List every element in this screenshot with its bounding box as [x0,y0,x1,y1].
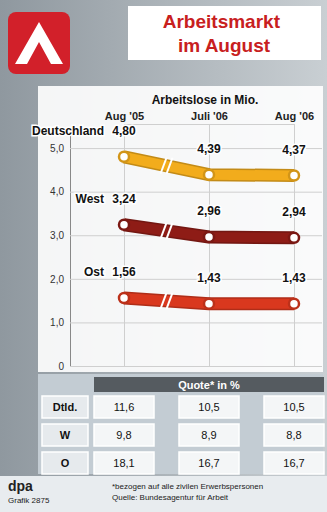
data-label: 1,56 [112,265,136,279]
grid-line [70,322,322,323]
data-label: 1,43 [197,271,221,285]
table-value: 10,5 [198,401,219,413]
x-tick: Aug '05 [105,110,144,366]
marker [204,170,214,180]
grid-line [70,192,322,193]
table-cell [94,424,154,446]
y-axis: 0 1,0 2,0 3,0 4,0 5,0 [50,136,322,372]
series-label: Ost [84,265,104,279]
series-label: Deutschland [32,124,104,138]
grid-line [294,124,295,366]
data-label: 2,96 [197,204,221,218]
table-cell [94,396,154,418]
table-row-label: Dtld. [53,401,77,413]
y-tick-label: 1,0 [50,317,64,328]
source: Quelle: Bundesagentur für Arbeit [112,493,229,502]
x-tick-label: Juli '06 [191,110,228,122]
table-cell [264,396,324,418]
credit-graphic: Grafik 2875 [8,496,50,505]
table-cell [264,424,324,446]
labels: 4,80 4,39 4,37 Deutschland 3,24 2,96 2,94 West 1… [32,124,306,285]
footnote: *bezogen auf alle zivilen Erwerbspersone… [112,482,263,491]
table-cell [179,452,239,474]
x-tick-label: Aug '05 [105,110,144,122]
table-value: 8,9 [201,429,216,441]
marker [119,152,129,162]
y-tick-label: 0 [58,361,64,372]
table-cell [42,396,88,418]
grid-line [209,124,210,366]
y-axis-line [70,136,71,367]
y-tick-label: 3,0 [50,230,64,241]
x-axis: Aug '05 Juli '06 Aug '06 [105,110,314,366]
axis-break [161,293,167,309]
grid-line [70,366,322,367]
table-value: 10,5 [283,401,304,413]
table-cell [42,452,88,474]
table-cell [94,452,154,474]
table-row-label: W [60,429,71,441]
credit-agency: dpa [8,478,33,494]
x-tick-label: Aug '06 [275,110,314,122]
table-value: 18,1 [113,457,134,469]
title-box [128,6,321,60]
marker [119,293,129,303]
table-cell [42,424,88,446]
data-label: 1,43 [282,271,306,285]
background [0,0,327,512]
data-label: 3,24 [112,192,136,206]
marker [289,171,299,181]
logo-mark [15,22,63,64]
marker [204,299,214,309]
table-row-label: O [61,457,70,469]
y-tick: 0 [58,361,322,372]
y-tick-label: 4,0 [50,186,64,197]
data-label: 4,39 [197,142,221,156]
table-value: 16,7 [283,457,304,469]
axis-break [161,223,167,239]
y-tick-label: 2,0 [50,274,64,285]
axis-break [167,223,173,239]
table-header-box [94,377,324,392]
marker [289,299,299,309]
axis-break [167,158,173,174]
table-value: 16,7 [198,457,219,469]
graphic: Arbeitsmarkt im August Arbeitslose in Mio… [0,0,327,512]
logo [8,12,70,74]
table-cell [179,424,239,446]
table-value: 11,6 [114,401,135,413]
marker [204,232,214,242]
marker [119,220,129,230]
axis-break [167,293,173,309]
y-tick: 5,0 [50,143,322,154]
subtitle: Arbeitslose in Mio. [152,93,259,107]
title: Arbeitsmarkt im August [163,11,286,56]
table-panel [38,374,323,474]
plot-area [119,152,299,309]
table-value: 8,8 [286,429,301,441]
data-label: 4,80 [112,124,136,138]
data-label: 4,37 [282,143,306,157]
axis-break [161,158,167,174]
data-label: 2,94 [282,205,306,219]
series-label: West [76,192,104,206]
y-tick: 1,0 [50,317,322,328]
table-cell [264,452,324,474]
footer-panel [0,476,327,512]
marker [289,233,299,243]
table-value: 9,8 [116,429,131,441]
table-title: Quote* in % [178,379,240,391]
y-tick-label: 5,0 [50,143,64,154]
table-cell [179,396,239,418]
